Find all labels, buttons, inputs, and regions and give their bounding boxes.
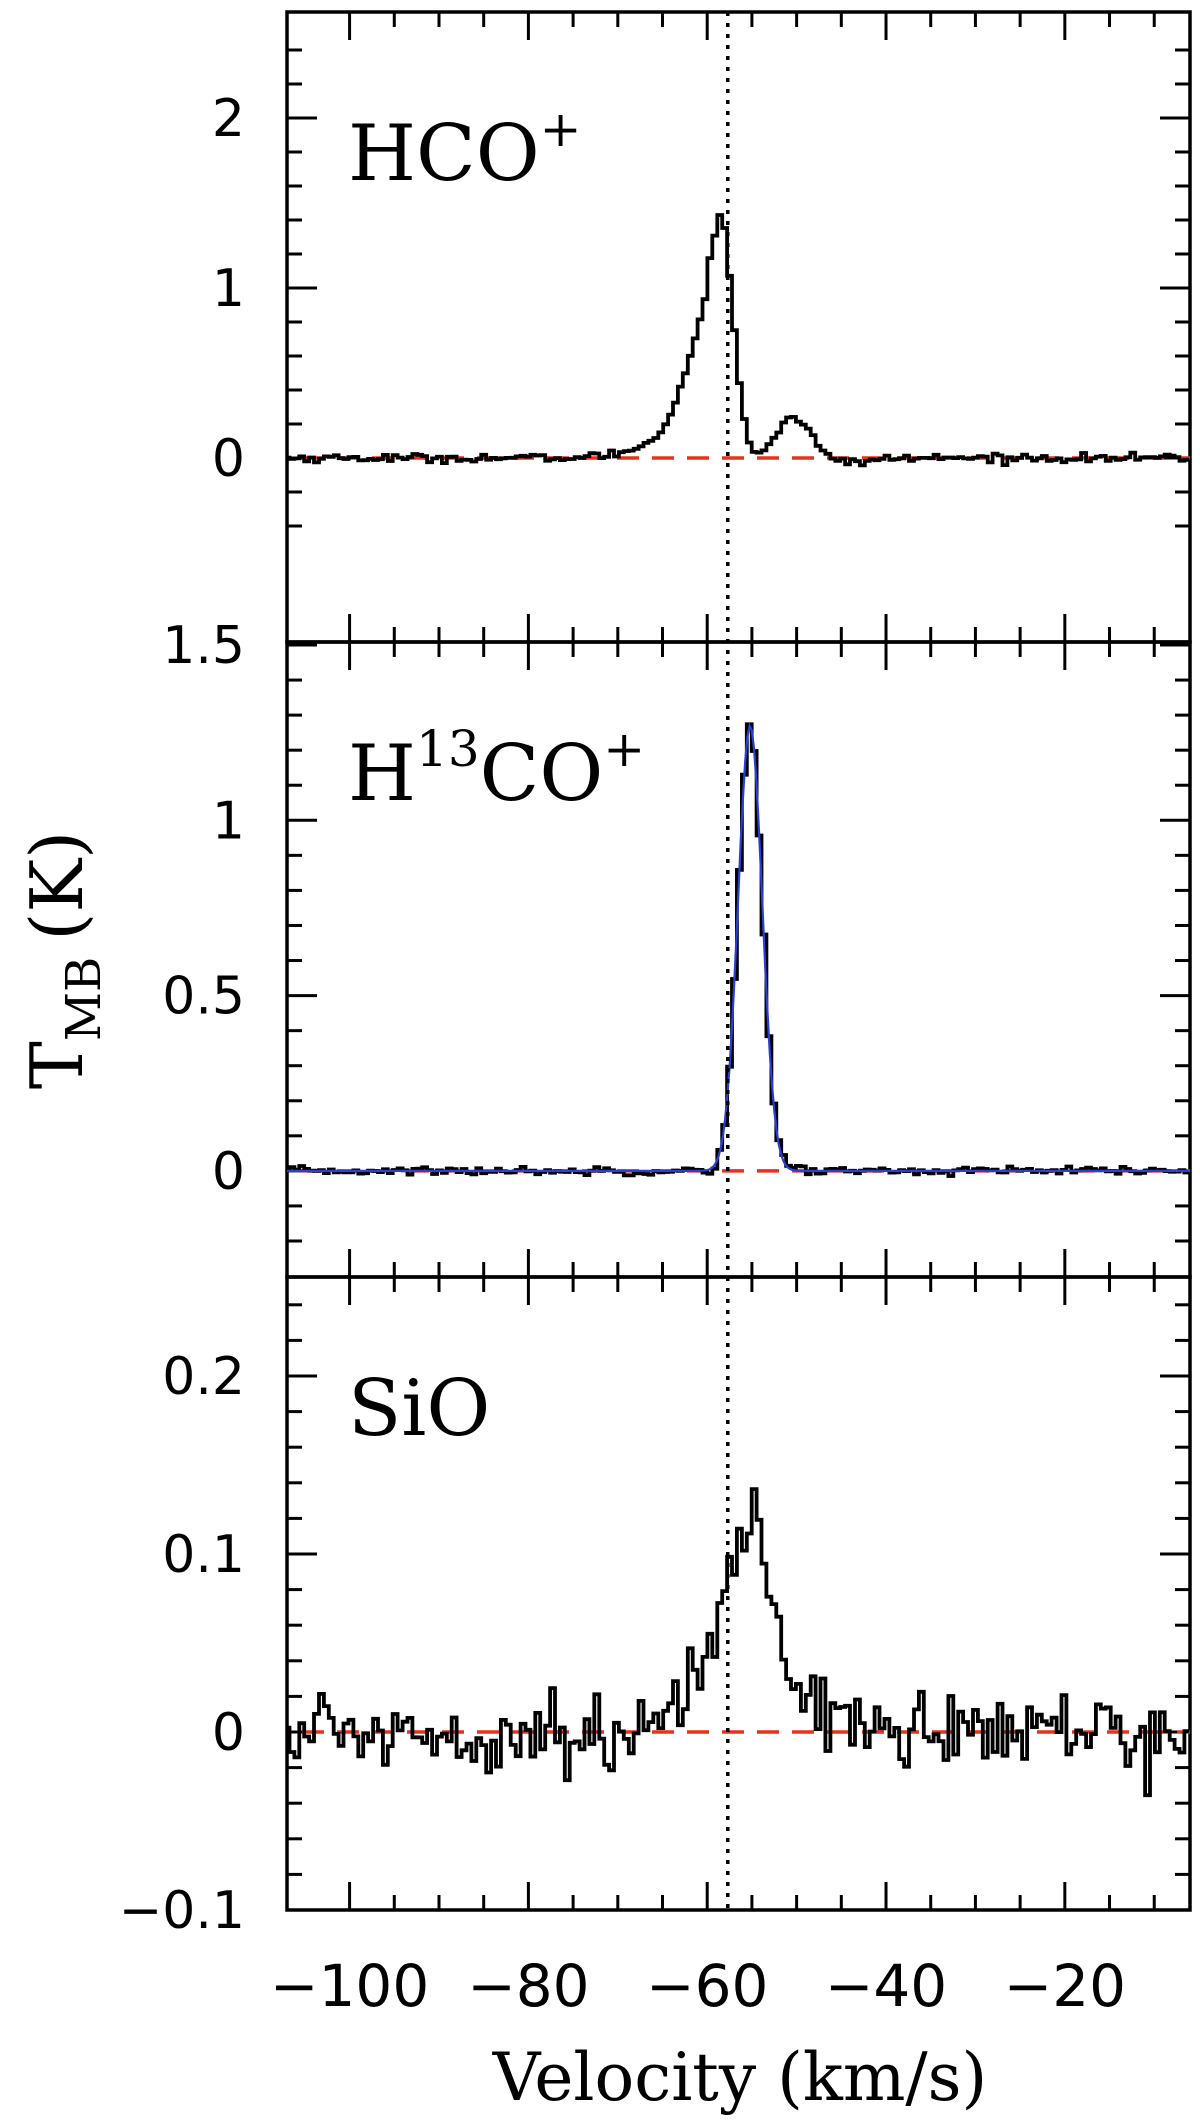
y-tick-label: 1.5 [162, 616, 245, 676]
x-tick-label: −60 [646, 1952, 768, 2020]
panel-label-main: HCO [348, 109, 540, 199]
panel-frame-3 [285, 1275, 1192, 1912]
panel-label-charge: + [540, 100, 582, 158]
panel-label-main: H [348, 729, 416, 819]
panel-label-rest: CO [480, 729, 604, 819]
y-tick-label: 0.2 [162, 1347, 245, 1407]
panel-label-charge: + [603, 720, 645, 778]
y-tick-label: 0.5 [162, 967, 245, 1027]
y-tick-label: 0 [212, 1142, 245, 1202]
y-tick-label: −0.1 [119, 1881, 245, 1941]
spectrum-line [287, 1487, 1190, 1798]
x-axis-title: Velocity (km/s) [492, 2039, 988, 2116]
x-tick-label: −40 [825, 1952, 947, 2020]
panel-label-isotope: 13 [416, 720, 480, 778]
panel-frame-1 [285, 10, 1192, 644]
panel-label-3: SiO [348, 1364, 490, 1454]
y-axis-title: TMB (K) [15, 831, 112, 1089]
gaussian-fit-line [287, 722, 1190, 1172]
panel-frames [285, 10, 1192, 1912]
x-tick-label: −100 [270, 1952, 429, 2020]
x-tick-label: −20 [1004, 1952, 1126, 2020]
y-tick-label: 0.1 [162, 1525, 245, 1585]
y-tick-label: 0 [212, 429, 245, 489]
panel-label-1: HCO+ [348, 100, 582, 199]
y-tick-label: 1 [212, 791, 245, 851]
y-tick-label: 1 [212, 259, 245, 319]
y-tick-label: 0 [212, 1703, 245, 1763]
x-tick-label: −80 [467, 1952, 589, 2020]
y-axis-title-main: T [15, 1041, 99, 1089]
panel-label-2: H13CO+ [348, 720, 645, 819]
y-axis-title-unit: (K) [15, 831, 99, 941]
spectrum-line [287, 213, 1190, 468]
y-axis-title-sub: MB [56, 957, 112, 1041]
panel-label-main: SiO [348, 1364, 490, 1454]
y-tick-label: 2 [212, 89, 245, 149]
chart-marks [287, 12, 1190, 1910]
